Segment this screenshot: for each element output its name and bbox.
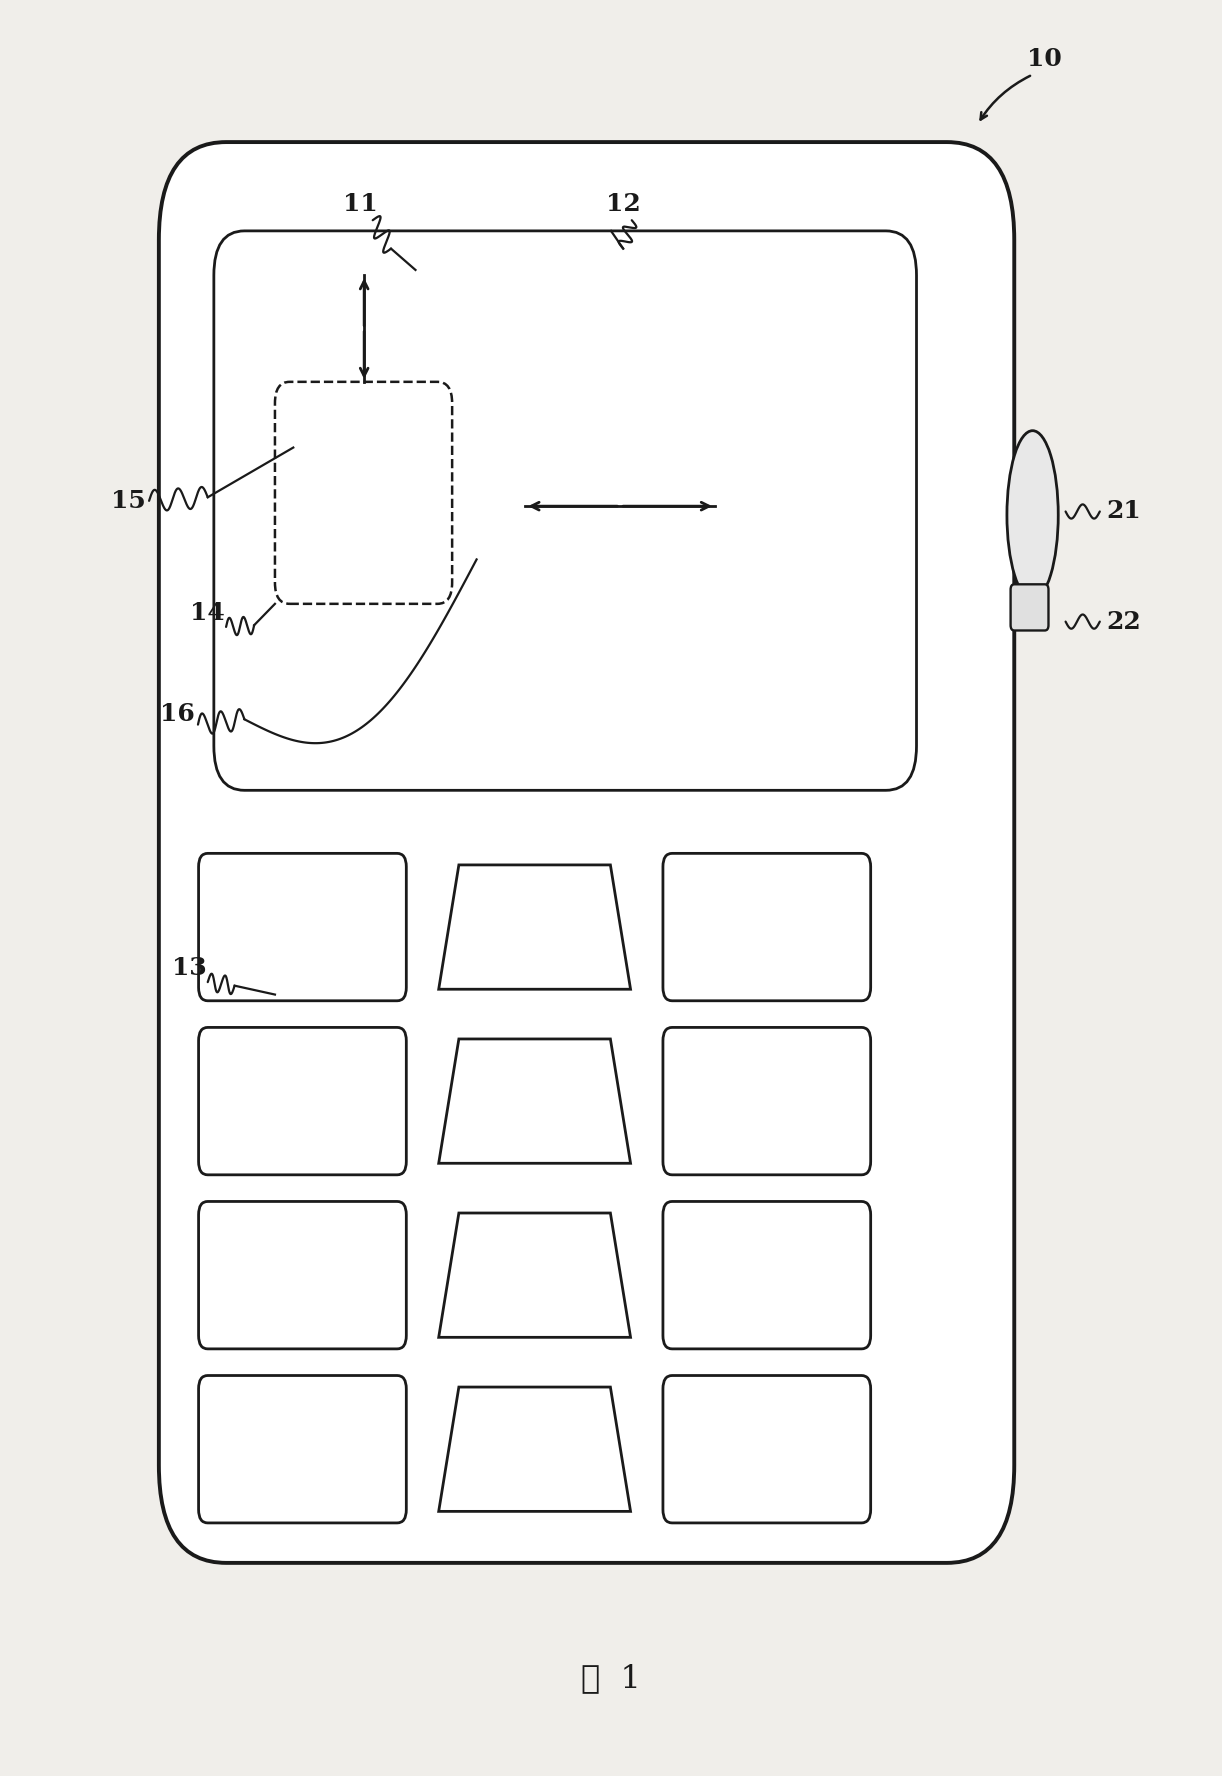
Text: 21: 21 (1106, 499, 1140, 524)
Text: 16: 16 (160, 702, 194, 726)
FancyBboxPatch shape (199, 1376, 406, 1524)
Polygon shape (439, 1039, 631, 1163)
FancyBboxPatch shape (159, 142, 1014, 1563)
Text: 图  1: 图 1 (582, 1662, 640, 1694)
FancyBboxPatch shape (199, 1027, 406, 1176)
FancyBboxPatch shape (275, 382, 452, 604)
FancyBboxPatch shape (214, 231, 916, 790)
FancyBboxPatch shape (664, 1376, 871, 1524)
Text: 10: 10 (1028, 46, 1062, 71)
FancyBboxPatch shape (1011, 584, 1048, 630)
Text: 11: 11 (343, 192, 378, 217)
FancyBboxPatch shape (199, 852, 406, 1002)
Ellipse shape (1007, 432, 1058, 600)
Polygon shape (439, 1213, 631, 1337)
Text: 13: 13 (172, 955, 207, 980)
FancyBboxPatch shape (199, 1202, 406, 1350)
Polygon shape (439, 1387, 631, 1511)
FancyBboxPatch shape (664, 1202, 871, 1350)
Text: 22: 22 (1106, 609, 1140, 634)
Text: 15: 15 (111, 488, 145, 513)
Polygon shape (439, 865, 631, 989)
FancyBboxPatch shape (664, 852, 871, 1002)
FancyBboxPatch shape (664, 1027, 871, 1176)
Text: 12: 12 (606, 192, 640, 217)
Text: 14: 14 (191, 600, 225, 625)
